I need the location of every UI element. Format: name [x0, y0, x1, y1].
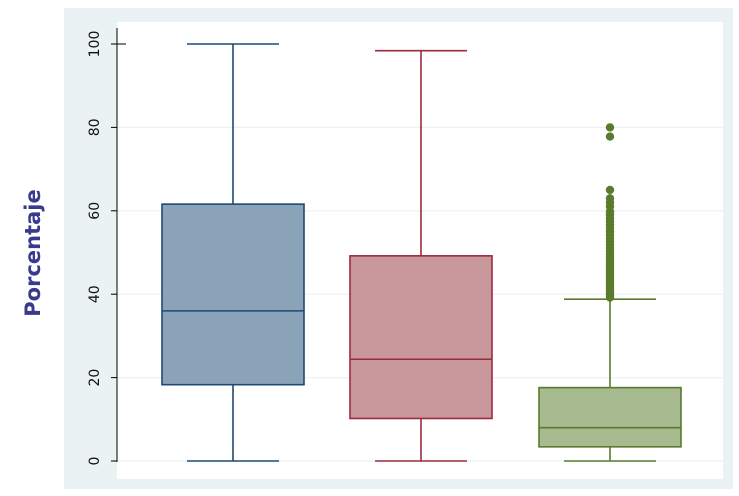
y-axis-label: Porcentaje — [21, 189, 45, 316]
box-group — [161, 43, 305, 462]
box-group — [349, 49, 493, 462]
y-tick-label: 60 — [87, 202, 103, 220]
y-axis: 0 20 40 60 80 100 — [87, 28, 126, 465]
outlier-point — [605, 185, 615, 195]
box-iqr — [538, 386, 682, 448]
y-tick-label: 80 — [87, 118, 103, 136]
y-tick-label: 20 — [87, 369, 103, 387]
boxes — [161, 43, 682, 462]
y-tick-label: 100 — [87, 31, 103, 58]
y-tick-label: 40 — [87, 285, 103, 303]
outlier-point — [605, 132, 615, 141]
box-group — [538, 123, 682, 462]
box-iqr — [349, 255, 493, 420]
y-tick-label: 0 — [87, 457, 103, 466]
outlier-point — [605, 123, 615, 132]
box-iqr — [161, 203, 305, 386]
outlier-point — [605, 194, 615, 203]
